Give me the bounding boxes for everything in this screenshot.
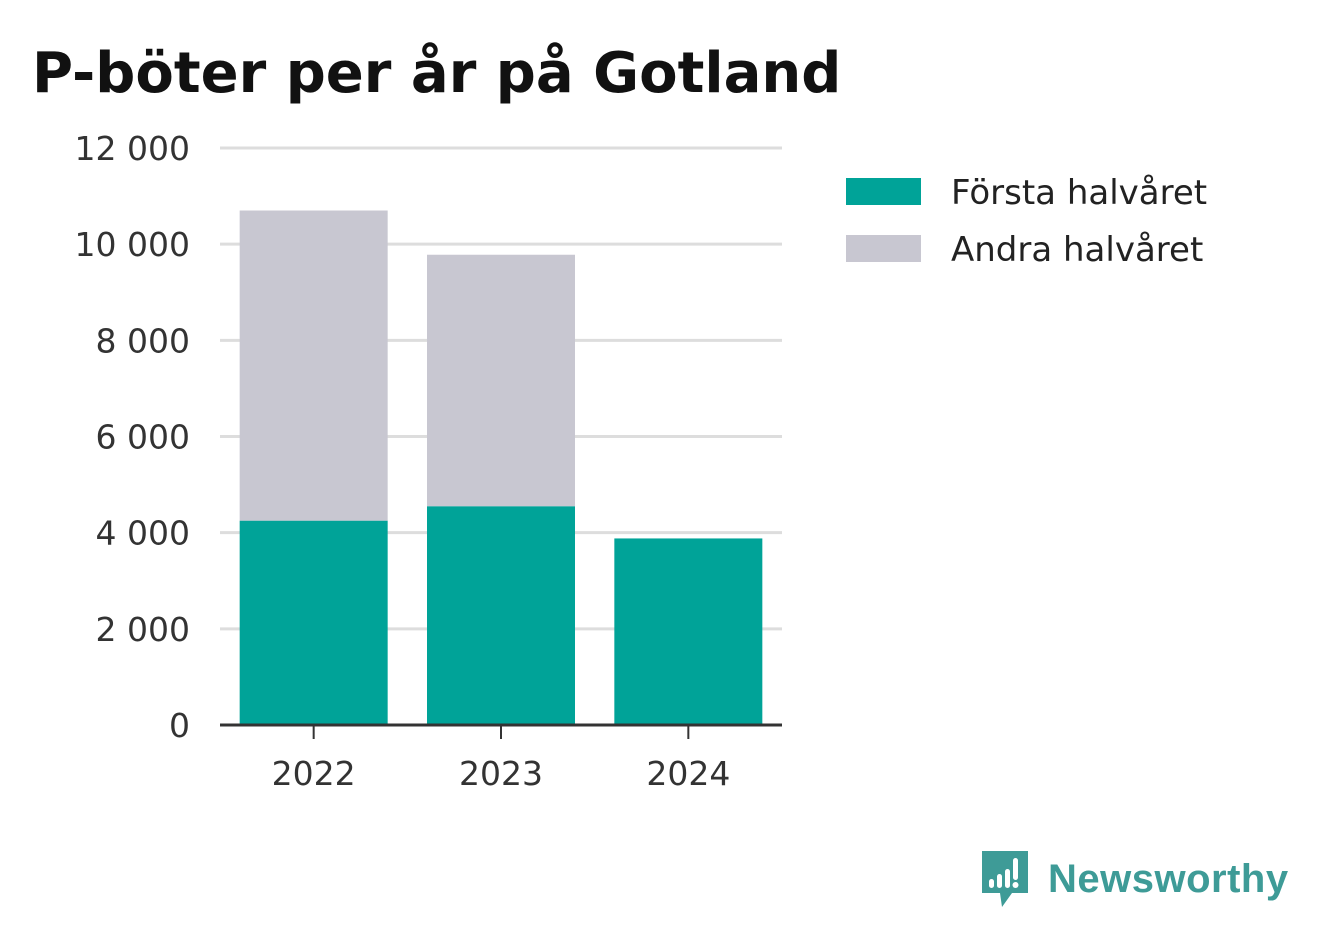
bar-2022-series-1 [239,210,388,521]
brand-name: Newsworthy [1048,856,1289,901]
y-tick-label: 8 000 [96,321,190,360]
bar-2023-series-1 [427,254,575,507]
y-tick-label: 12 000 [75,129,190,168]
y-tick-label: 6 000 [96,418,190,457]
chart-title: P-böter per år på Gotland [32,41,842,106]
bars [239,210,763,725]
x-axis-labels: 2022 2023 2024 [272,754,731,793]
legend-label: Första halvåret [951,173,1207,213]
brand-logo: Newsworthy [980,848,1289,910]
legend-label: Andra halvåret [951,230,1203,270]
y-tick-label: 4 000 [96,514,190,553]
legend: Första halvåret Andra halvåret [846,173,1207,270]
y-tick-label: 10 000 [75,225,190,264]
bar-2024-series-0 [614,538,763,725]
legend-swatch [846,178,921,205]
bar-2023-series-0 [427,506,575,725]
axes [220,723,782,739]
x-tick-label: 2022 [272,754,356,793]
x-tick-label: 2023 [459,754,543,793]
newsworthy-logo-icon [982,851,1028,907]
bar-2022-series-0 [239,520,388,725]
y-tick-label: 0 [169,706,190,745]
y-axis-labels: 0 2 000 4 000 6 000 8 000 10 000 12 000 [75,129,190,745]
x-tick-label: 2024 [646,754,730,793]
legend-swatch [846,235,921,262]
y-tick-label: 2 000 [96,610,190,649]
